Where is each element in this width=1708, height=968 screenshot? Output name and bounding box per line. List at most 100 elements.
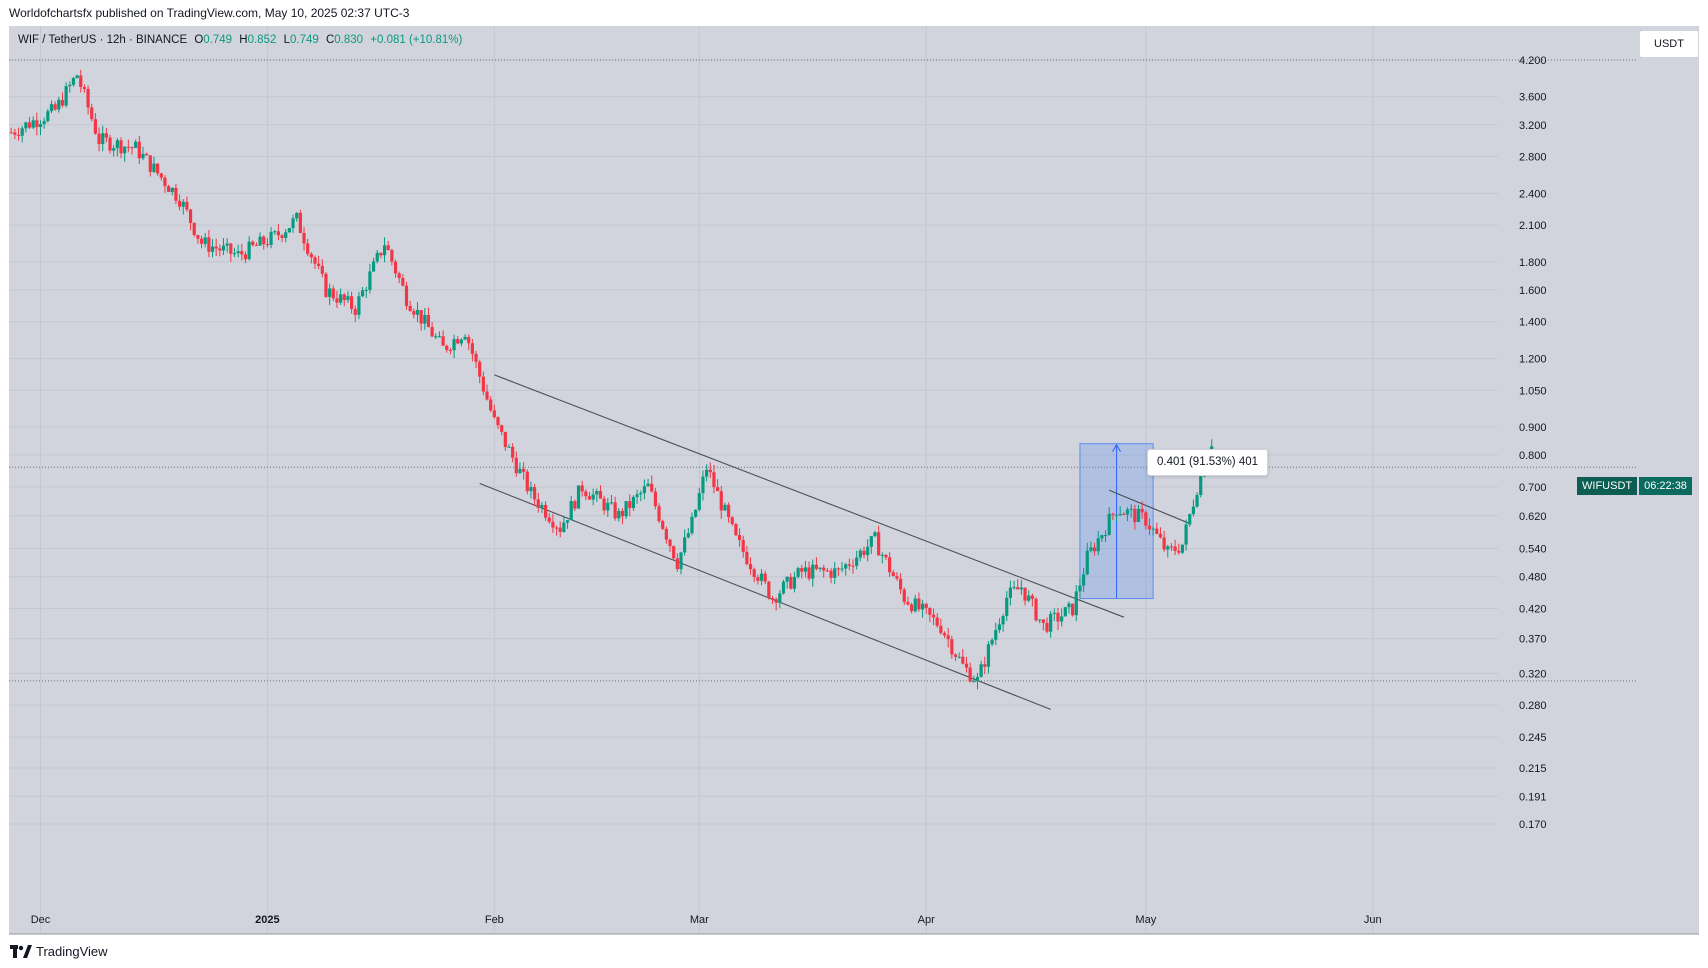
candle-body [108,137,112,151]
candle-body [1100,535,1104,539]
candle-body [1195,494,1199,507]
candle-body [1045,622,1049,632]
candle-body [229,243,233,254]
candle-body [13,132,17,135]
candle-body [42,121,46,125]
tradingview-brand: TradingView [36,944,108,959]
candle-body [613,502,617,519]
candle-body [328,288,332,297]
y-tick-label: 0.540 [1519,544,1547,556]
y-tick-label: 2.800 [1519,152,1547,164]
candle-body [448,349,453,351]
candle-body [123,146,127,154]
candle-body [551,521,555,528]
candle-body [1092,547,1097,552]
candle-body [639,493,643,495]
candle-body [280,235,284,239]
candle-body [1155,528,1159,534]
candle-body [415,310,420,315]
candle-body [624,501,628,517]
plot-background [9,26,1699,934]
trend-line[interactable] [494,374,1125,618]
candle-body [481,376,485,392]
candle-body [82,87,87,89]
candle-body [1019,587,1023,590]
candle-body [474,353,478,362]
candle-body [1166,546,1170,550]
candle-body [397,273,401,279]
candle-body [119,140,123,154]
candle-body [884,554,888,558]
price-tag-countdown: 06:22:38 [1639,477,1692,495]
candle-body [317,263,321,266]
candle-body [745,551,749,565]
candle-body [606,502,610,511]
candle-body [1136,508,1141,523]
y-tick-label: 4.200 [1519,55,1547,67]
candle-body [152,163,156,173]
candle-body [243,254,248,260]
candle-body [580,485,584,492]
candle-body [163,177,167,187]
candle-body [767,581,771,599]
price-tag-symbol: WIFUSDT [1577,477,1638,495]
candle-body [196,235,200,239]
candle-body [298,212,302,233]
candle-body [1151,528,1155,530]
candle-body [778,593,782,603]
candle-body [1118,513,1122,515]
candle-body [836,568,840,570]
candle-body [1158,533,1163,538]
candle-body [485,391,489,400]
candle-body [576,485,581,509]
candle-body [368,271,372,290]
time-axis[interactable]: Dec 2025 Feb Mar Apr May Jun [31,914,1382,926]
candle-body [1038,619,1042,621]
candle-body [554,527,559,529]
candle-body [185,201,189,210]
candle-body [690,516,694,534]
candle-body [342,294,346,301]
price-axis[interactable]: 4.200 3.600 3.200 2.800 2.400 2.100 1.800 1.600… [1519,55,1547,831]
candle-body [880,554,884,556]
trend-line[interactable] [1109,489,1190,525]
high-value: 0.852 [247,34,277,46]
candle-body [137,141,141,159]
candle-body [847,564,851,566]
candle-body [543,504,548,518]
symbol-legend: WIF / TetherUS · 12h · BINANCE O0.749 H0… [18,34,462,46]
candle-body [917,598,921,610]
candle-body [899,578,903,590]
candle-body [957,656,961,658]
tradingview-logo[interactable]: TradingView [10,944,108,959]
candlestick-series [9,69,1214,690]
candle-body [20,128,24,136]
y-tick-label: 0.280 [1519,700,1547,712]
candle-body [434,336,438,338]
open-value: 0.749 [203,34,233,46]
candle-body [159,173,163,178]
candle-body [404,285,409,306]
candle-body [1107,513,1111,536]
candle-body [646,483,650,487]
candle-body [902,589,906,602]
publisher-caption: Worldofchartsfx published on TradingView… [9,6,410,20]
y-tick-label: 0.800 [1519,450,1547,462]
candle-body [313,257,317,264]
candle-body [631,496,636,509]
candle-body [236,251,240,254]
candle-body [265,244,270,246]
currency-button[interactable]: USDT [1639,30,1699,58]
candle-body [1173,546,1177,551]
y-tick-label: 0.215 [1519,763,1547,775]
symbol-info[interactable]: WIF / TetherUS · 12h · BINANCE [18,34,188,46]
candle-body [657,506,661,522]
candle-body [752,569,756,578]
trend-line[interactable] [479,482,1051,710]
candle-body [1049,613,1053,632]
candle-body [346,296,350,301]
candle-body [393,261,398,274]
candle-body [441,336,445,346]
trend-lines[interactable] [479,374,1190,710]
